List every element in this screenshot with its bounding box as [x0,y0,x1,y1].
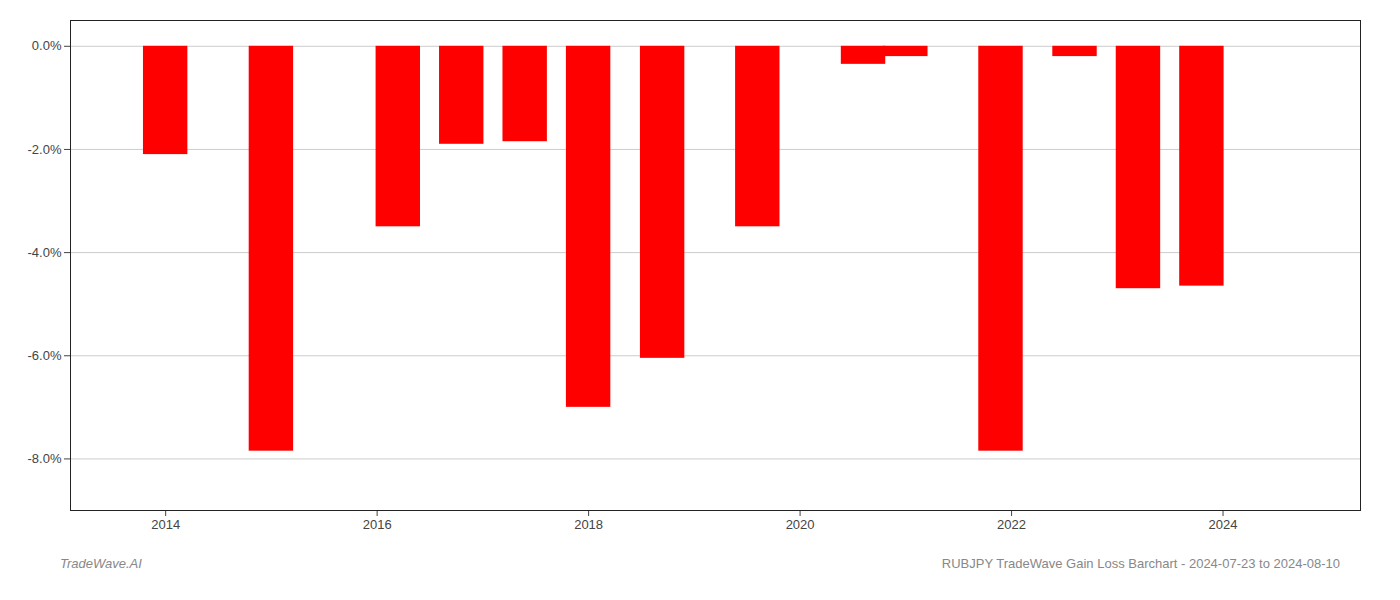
svg-text:-6.0%: -6.0% [28,348,62,363]
svg-text:2014: 2014 [151,517,180,532]
svg-text:0.0%: 0.0% [32,38,62,53]
svg-text:-8.0%: -8.0% [28,451,62,466]
html-text:RUBJPY TradeWave Gain Loss Bar: RUBJPY TradeWave Gain Loss Barchart - 20… [941,556,1340,571]
svg-text:-2.0%: -2.0% [28,142,62,157]
svg-text:2018: 2018 [574,517,603,532]
svg-text:2016: 2016 [363,517,392,532]
svg-text:-4.0%: -4.0% [28,245,62,260]
html-text:TradeWave.AI: TradeWave.AI [60,556,142,571]
svg-text:2022: 2022 [997,517,1026,532]
svg-text:2024: 2024 [1209,517,1238,532]
svg-text:2020: 2020 [786,517,815,532]
